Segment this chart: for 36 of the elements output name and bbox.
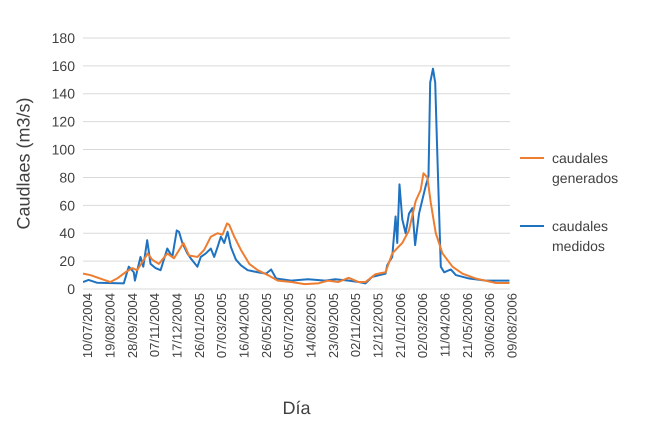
y-tick-label: 0	[67, 280, 76, 297]
x-tick-label: 07/11/2004	[147, 293, 162, 358]
y-tick-label: 140	[52, 86, 76, 102]
x-tick-label: 17/12/2004	[170, 293, 185, 358]
x-tick-label: 26/01/2005	[192, 293, 207, 358]
x-tick-label: 02/11/2005	[348, 293, 364, 358]
y-tick-label: 40	[59, 225, 76, 242]
line-series	[83, 172, 510, 286]
x-tick-label: 14/08/2005	[304, 293, 318, 358]
x-tick-label: 28/09/2004	[124, 293, 140, 358]
x-tick-label: 16/04/2005	[236, 293, 252, 358]
x-tick-label: 09/08/2006	[504, 293, 520, 358]
y-tick-label: 80	[59, 169, 76, 186]
y-tick-label: 120	[52, 114, 76, 130]
x-tick-label: 12/12/2005	[370, 293, 386, 358]
x-tick-label: 23/09/2005	[326, 293, 341, 358]
x-tick-label: 30/06/2006	[482, 293, 498, 358]
legend-label: caudales generados	[552, 149, 620, 188]
y-tick-label: 160	[52, 58, 76, 74]
line-series	[83, 68, 510, 284]
y-tick-label: 60	[59, 197, 76, 214]
legend-label: caudales medidos	[552, 217, 610, 256]
x-axis-title: Día	[282, 398, 312, 418]
y-tick-label: 100	[52, 142, 76, 158]
x-tick-label: 05/07/2005	[281, 293, 296, 358]
y-tick-label: 20	[59, 253, 76, 270]
x-tick-label: 02/03/2006	[415, 293, 430, 358]
y-axis-title: Caudlaes (m3/s)	[13, 97, 34, 230]
x-tick-label: 10/07/2004	[80, 293, 96, 358]
x-tick-label: 07/03/2005	[214, 293, 230, 358]
x-tick-label: 19/08/2004	[102, 293, 118, 358]
x-tick-label: 21/01/2006	[392, 293, 408, 358]
x-tick-label: 11/04/2006	[437, 293, 452, 358]
x-tick-label: 26/05/2005	[258, 293, 274, 358]
x-tick-label: 21/05/2006	[460, 293, 475, 358]
y-tick-label: 180	[52, 30, 76, 46]
